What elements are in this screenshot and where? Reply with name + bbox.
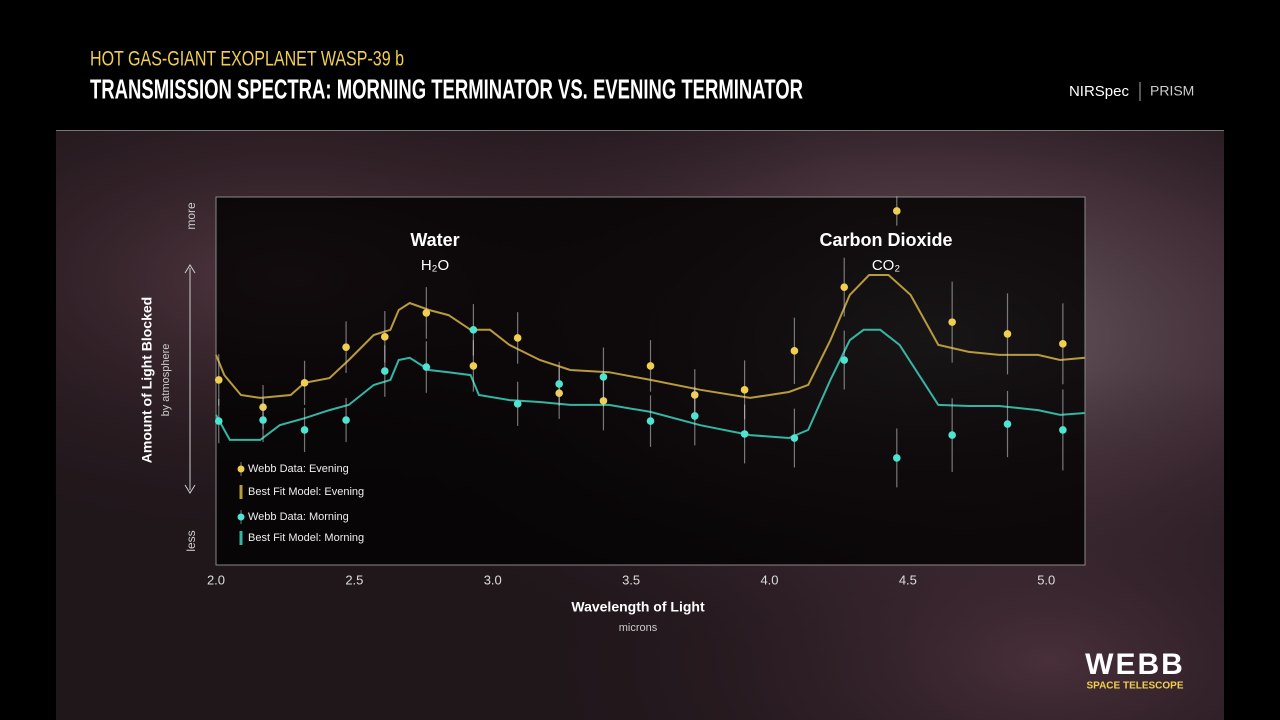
- annotation: Carbon Dioxide: [819, 230, 952, 250]
- legend-swatch: [237, 513, 245, 521]
- logo-tagline: SPACE TELESCOPE: [1086, 681, 1183, 692]
- x-tick-label: 2.5: [345, 572, 363, 587]
- legend-label: Best Fit Model: Morning: [248, 532, 364, 544]
- data-point: [342, 416, 350, 424]
- data-point: [1003, 330, 1012, 338]
- data-point: [790, 347, 799, 355]
- data-point: [790, 434, 799, 442]
- instrument: NIRSpec: [1069, 83, 1130, 100]
- subtitle: HOT GAS-GIANT EXOPLANET WASP-39 b: [90, 48, 404, 71]
- data-point: [740, 386, 749, 394]
- annotation-formula: H₂O: [421, 257, 449, 274]
- data-point: [893, 207, 901, 215]
- data-point: [948, 318, 956, 326]
- legend-label: Webb Data: Evening: [248, 463, 349, 475]
- data-point: [893, 454, 901, 462]
- data-point: [646, 417, 655, 425]
- x-tick-label: 3.5: [622, 572, 640, 587]
- annotation-formula: CO₂: [872, 257, 901, 274]
- data-point: [422, 309, 431, 317]
- data-point: [599, 373, 608, 381]
- data-point: [214, 417, 223, 425]
- mode: PRISM: [1150, 83, 1194, 99]
- data-point: [1059, 340, 1067, 348]
- data-point: [381, 333, 389, 341]
- arrow-heads: [184, 264, 196, 494]
- data-point: [555, 380, 563, 388]
- x-tick-label: 2.0: [207, 572, 225, 587]
- logo: WEBB: [1085, 648, 1185, 681]
- data-point: [342, 343, 350, 351]
- data-point: [469, 362, 478, 370]
- data-point: [948, 431, 956, 439]
- y-axis-bottom: less: [184, 530, 198, 551]
- annotation: Water: [410, 230, 459, 250]
- x-tick-label: 4.0: [760, 572, 778, 587]
- x-tick-label: 3.0: [484, 572, 502, 587]
- data-point: [1003, 420, 1012, 428]
- legend-swatch: [239, 485, 243, 499]
- data-point: [646, 362, 655, 370]
- x-tick-label: 5.0: [1037, 572, 1055, 587]
- title: TRANSMISSION SPECTRA: MORNING TERMINATOR…: [90, 73, 803, 104]
- x-axis-label: Wavelength of Light: [571, 599, 705, 615]
- data-point: [422, 363, 431, 371]
- y-axis-sublabel: by atmosphere: [160, 344, 172, 417]
- data-point: [513, 400, 522, 408]
- model-line: [215, 274, 1086, 399]
- data-point: [469, 326, 478, 334]
- header-bar: [56, 0, 1224, 130]
- data-point: [513, 334, 522, 342]
- legend-swatch: [239, 531, 243, 545]
- model-line: [215, 328, 1086, 441]
- data-point: [259, 416, 267, 424]
- y-axis-label: Amount of Light Blocked: [139, 297, 155, 463]
- data-point: [1059, 426, 1067, 434]
- data-point: [214, 376, 223, 384]
- data-point: [300, 426, 309, 434]
- x-axis-unit: microns: [619, 622, 658, 634]
- data-point: [740, 430, 749, 438]
- y-axis-top: more: [184, 202, 198, 230]
- data-point: [840, 283, 849, 291]
- data-point: [840, 356, 849, 364]
- legend-label: Best Fit Model: Evening: [248, 486, 364, 498]
- legend-label: Webb Data: Morning: [248, 511, 349, 523]
- data-point: [300, 379, 309, 387]
- data-point: [690, 412, 699, 420]
- x-tick-label: 4.5: [899, 572, 917, 587]
- legend-swatch: [237, 465, 245, 473]
- data-point: [381, 367, 389, 375]
